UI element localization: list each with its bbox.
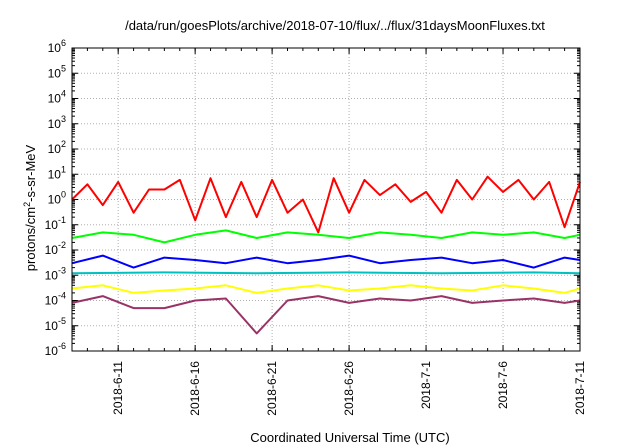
y-tick-base: 10 xyxy=(45,243,59,257)
y-tick-exponent: 1 xyxy=(61,164,66,174)
y-tick-label: 100 xyxy=(48,190,66,207)
y-tick-base: 10 xyxy=(45,344,59,358)
y-tick-exponent: -1 xyxy=(58,215,66,225)
y-tick-label: 103 xyxy=(48,114,66,131)
y-tick-label: 101 xyxy=(48,164,66,181)
y-tick-base: 10 xyxy=(48,66,62,80)
y-tick-exponent: -2 xyxy=(58,240,66,250)
y-tick-exponent: -4 xyxy=(58,291,66,301)
y-tick-base: 10 xyxy=(48,92,62,106)
y-tick-label: 102 xyxy=(48,139,66,156)
y-tick-exponent: 0 xyxy=(61,190,66,200)
x-tick-label: 2018-6-21 xyxy=(265,361,279,416)
y-tick-label: 106 xyxy=(48,38,66,55)
x-tick-label: 2018-7-11 xyxy=(573,361,587,415)
y-tick-exponent: -5 xyxy=(58,316,66,326)
flux-series-line xyxy=(71,295,581,335)
y-tick-base: 10 xyxy=(48,193,62,207)
y-tick-label: 10-4 xyxy=(45,291,66,308)
x-tick-label: 2018-6-16 xyxy=(188,361,202,416)
y-tick-label: 10-3 xyxy=(45,265,66,282)
y-tick-base: 10 xyxy=(45,294,59,308)
plot-frame xyxy=(71,47,581,352)
y-tick-base: 10 xyxy=(45,218,59,232)
x-tick-label: 2018-6-26 xyxy=(342,361,356,416)
x-tick-label: 2018-7-1 xyxy=(419,361,433,409)
y-tick-exponent: 2 xyxy=(61,139,66,149)
y-tick-base: 10 xyxy=(48,167,62,181)
y-tick-base: 10 xyxy=(48,117,62,131)
flux-series-line xyxy=(71,175,581,234)
flux-series-line xyxy=(71,254,581,269)
x-tick-label: 2018-7-6 xyxy=(496,361,510,409)
y-tick-label: 105 xyxy=(48,63,66,80)
y-tick-base: 10 xyxy=(45,268,59,282)
y-tick-label: 104 xyxy=(48,89,66,106)
y-tick-label: 10-6 xyxy=(45,341,66,358)
y-tick-label: 10-5 xyxy=(45,316,66,333)
flux-series-line xyxy=(71,229,581,244)
y-tick-label: 10-2 xyxy=(45,240,66,257)
y-tick-exponent: 3 xyxy=(61,114,66,124)
y-tick-base: 10 xyxy=(45,319,59,333)
y-tick-label: 10-1 xyxy=(45,215,66,232)
y-tick-base: 10 xyxy=(48,142,62,156)
y-tick-exponent: 4 xyxy=(61,89,66,99)
x-tick-label: 2018-6-11 xyxy=(111,361,125,415)
y-tick-exponent: -6 xyxy=(58,341,66,351)
y-tick-exponent: 5 xyxy=(61,63,66,73)
chart-title: /data/run/goesPlots/archive/2018-07-10/f… xyxy=(125,18,545,33)
x-axis-label: Coordinated Universal Time (UTC) xyxy=(250,430,450,445)
flux-series-line xyxy=(71,271,581,275)
y-tick-exponent: 6 xyxy=(61,38,66,48)
y-tick-base: 10 xyxy=(48,41,62,55)
flux-series-line xyxy=(71,284,581,294)
y-tick-exponent: -3 xyxy=(58,265,66,275)
